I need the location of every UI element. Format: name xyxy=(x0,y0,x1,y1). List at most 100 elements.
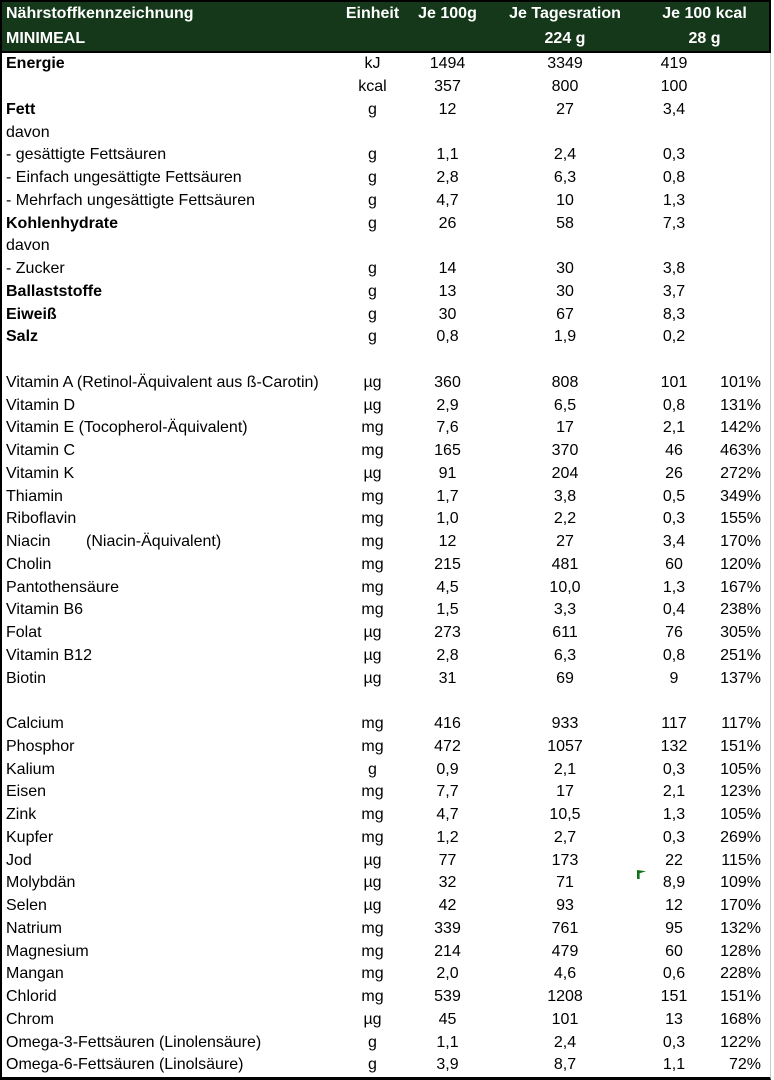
per-day-cell: 67 xyxy=(556,305,574,323)
per-day-cell: 3349 xyxy=(547,55,583,73)
nutrient-label: - Einfach ungesättigte Fettsäuren xyxy=(6,169,242,187)
table-row: Kohlenhydrate g 26 58 7,3 xyxy=(2,212,770,235)
nutrient-label: Omega-6-Fettsäuren (Linolsäure) xyxy=(6,1056,244,1074)
table-row: Pantothensäure mg 4,5 10,0 1,3 167% xyxy=(2,576,770,599)
per-day-cell: 2,7 xyxy=(553,828,577,846)
table-row: davon xyxy=(2,235,770,258)
percent-of-reference-cell: 132% xyxy=(720,919,761,937)
unit-cell: g xyxy=(368,169,377,187)
nutrient-label: Riboflavin xyxy=(6,510,77,528)
per-day-cell: 6,5 xyxy=(553,396,577,414)
per-100kcal-cell: 0,3 xyxy=(662,828,686,846)
nutrient-sublabel: (Niacin-Äquivalent) xyxy=(86,533,222,551)
table-row: Kupfer mg 1,2 2,7 0,3 269% xyxy=(2,827,770,850)
percent-of-reference-cell: 72% xyxy=(728,1056,761,1074)
per-100kcal-cell: 151 xyxy=(660,988,688,1006)
percent-of-reference-cell: 137% xyxy=(720,669,761,687)
unit-cell: g xyxy=(368,191,377,209)
table-row: Thiamin mg 1,7 3,8 0,5 349% xyxy=(2,485,770,508)
per-100kcal-portion-weight: 28 g xyxy=(688,29,721,47)
percent-of-reference-cell: 170% xyxy=(720,533,761,551)
table-row: Natrium mg 339 761 95 132% xyxy=(2,918,770,941)
per-day-cell: 10,0 xyxy=(549,578,581,596)
unit-cell: g xyxy=(368,260,377,278)
percent-of-reference-cell: 167% xyxy=(720,578,761,596)
per-100kcal-cell: 9 xyxy=(669,669,679,687)
per-100g-cell: 273 xyxy=(434,624,461,642)
percent-of-reference-cell: 142% xyxy=(720,419,761,437)
column-header-je-100kcal: Je 100 kcal xyxy=(662,5,747,22)
per-day-cell: 8,7 xyxy=(553,1056,577,1074)
per-100kcal-cell: 0,8 xyxy=(662,396,686,414)
table-row: - Mehrfach ungesättigte Fettsäuren g 4,7 10… xyxy=(2,190,770,213)
percent-of-reference-cell: 155% xyxy=(720,510,761,528)
header-row-columns: Nährstoffkennzeichnung Einheit Je 100g J… xyxy=(2,2,769,26)
unit-cell: g xyxy=(368,328,377,346)
percent-of-reference-cell: 131% xyxy=(720,396,761,414)
per-day-cell: 1208 xyxy=(547,988,583,1006)
table-row: Biotin µg 31 69 9 137% xyxy=(2,667,770,690)
per-day-cell: 370 xyxy=(551,442,579,460)
per-100kcal-cell: 2,1 xyxy=(662,419,686,437)
per-day-cell: 71 xyxy=(556,874,574,892)
per-100g-cell: 1,5 xyxy=(436,601,459,619)
per-100g-cell: 32 xyxy=(438,874,457,892)
unit-cell: mg xyxy=(361,919,384,937)
unit-cell: mg xyxy=(361,942,384,960)
table-row: Chrom µg 45 101 13 168% xyxy=(2,1009,770,1032)
per-100kcal-cell: 1,3 xyxy=(662,578,686,596)
per-100kcal-cell: 95 xyxy=(665,919,683,937)
percent-of-reference-cell: 123% xyxy=(720,783,761,801)
nutrient-label: Vitamin K xyxy=(6,464,75,482)
nutrient-label: davon xyxy=(6,237,50,255)
per-100g-cell: 2,8 xyxy=(436,646,459,664)
unit-cell: µg xyxy=(363,851,382,869)
per-day-cell: 4,6 xyxy=(553,965,577,983)
table-row: Ballaststoffe g 13 30 3,7 xyxy=(2,281,770,304)
green-flag-icon xyxy=(636,870,646,880)
per-100kcal-cell: 0,4 xyxy=(662,601,686,619)
per-100g-cell: 2,0 xyxy=(436,965,459,983)
unit-cell: g xyxy=(368,1056,377,1074)
nutrient-label: Magnesium xyxy=(6,942,89,960)
unit-cell: g xyxy=(368,760,377,778)
per-100g-cell: 45 xyxy=(438,1010,457,1028)
per-100g-cell: 91 xyxy=(438,464,457,482)
table-row: Vitamin C mg 165 370 46 463% xyxy=(2,440,770,463)
per-day-cell: 933 xyxy=(551,715,579,733)
nutrient-label: Selen xyxy=(6,897,47,915)
nutrient-label: Vitamin A (Retinol-Äquivalent aus ß-Caro… xyxy=(6,373,319,391)
per-100g-cell: 1,1 xyxy=(436,146,459,164)
table-row: Chlorid mg 539 1208 151 151% xyxy=(2,986,770,1009)
table-body: Energie kJ 1494 3349 419 kcal 357 800 100 Fett g 12… xyxy=(0,53,771,1080)
percent-of-reference-cell: 101% xyxy=(720,373,761,391)
per-day-cell: 481 xyxy=(551,555,579,573)
unit-cell: g xyxy=(368,305,377,323)
table-row: Jod µg 77 173 22 115% xyxy=(2,849,770,872)
per-100g-cell: 7,7 xyxy=(436,783,459,801)
percent-of-reference-cell: 349% xyxy=(720,487,761,505)
header-row-product: MINIMEAL 224 g 28 g xyxy=(2,26,769,51)
per-day-cell: 6,3 xyxy=(553,169,577,187)
percent-of-reference-cell: 120% xyxy=(720,555,761,573)
nutrient-label: davon xyxy=(6,123,50,141)
nutrient-label: Kupfer xyxy=(6,828,54,846)
unit-cell: µg xyxy=(363,874,382,892)
percent-of-reference-cell: 128% xyxy=(720,942,761,960)
per-day-cell: 173 xyxy=(551,851,579,869)
per-day-cell: 761 xyxy=(551,919,579,937)
daily-portion-weight: 224 g xyxy=(544,29,586,47)
per-100g-cell: 1,0 xyxy=(436,510,459,528)
per-day-cell: 10,5 xyxy=(549,806,581,824)
table-row: - Zucker g 14 30 3,8 xyxy=(2,258,770,281)
per-day-cell: 30 xyxy=(556,282,574,300)
per-day-cell: 10 xyxy=(556,191,574,209)
percent-of-reference-cell: 305% xyxy=(720,624,761,642)
per-100kcal-cell: 13 xyxy=(665,1010,683,1028)
per-100kcal-cell: 8,9 xyxy=(637,870,708,892)
table-row: Magnesium mg 214 479 60 128% xyxy=(2,940,770,963)
table-row: Calcium mg 416 933 117 117% xyxy=(2,713,770,736)
percent-of-reference-cell: 109% xyxy=(720,874,761,892)
nutrient-label: Natrium xyxy=(6,919,63,937)
per-day-cell: 17 xyxy=(556,783,574,801)
